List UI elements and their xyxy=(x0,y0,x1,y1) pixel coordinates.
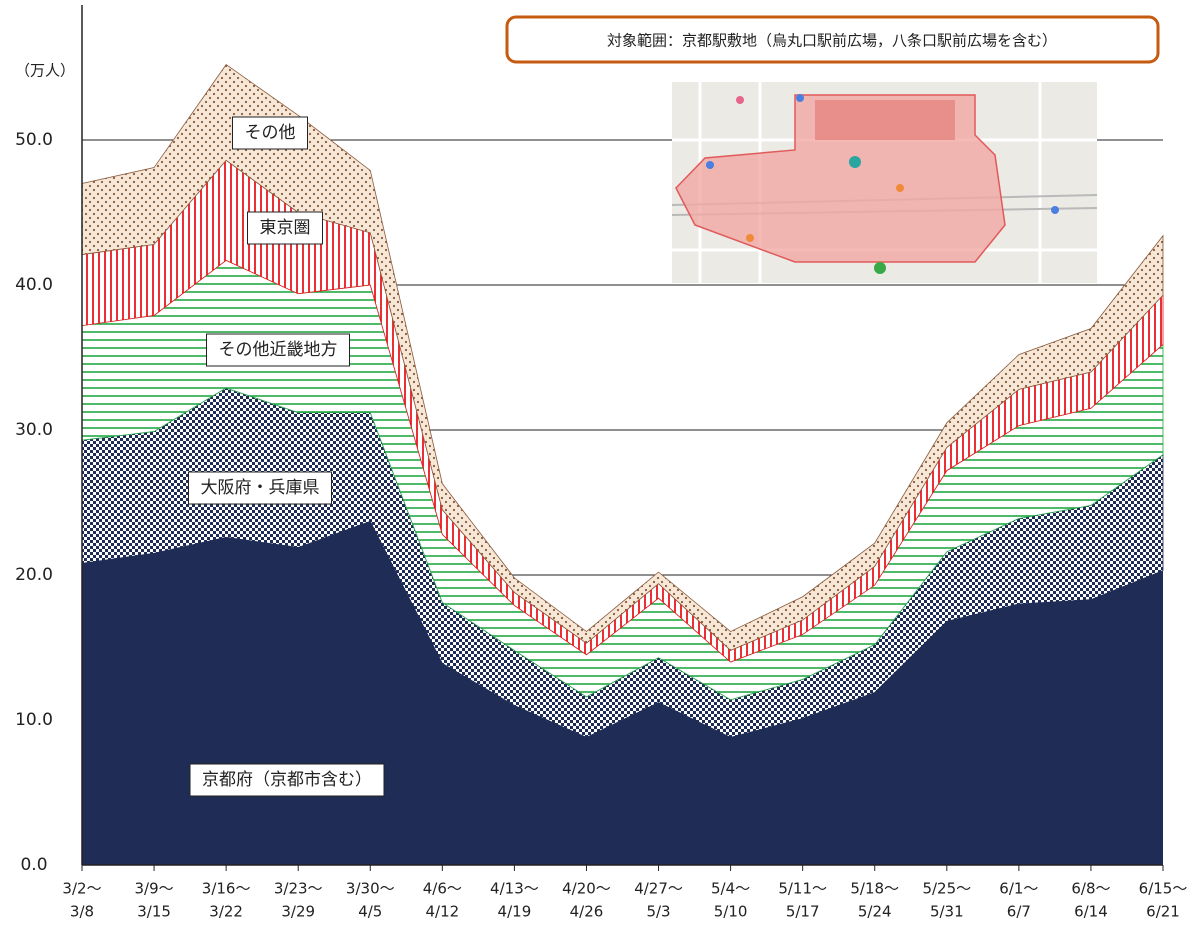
x-tick-label: 6/1～ xyxy=(999,880,1038,898)
x-tick-label: 3/16～ xyxy=(202,880,251,898)
x-tick-label: 4/26 xyxy=(570,903,604,921)
x-tick-label: 5/24 xyxy=(858,903,892,921)
annotation: 対象範囲：京都駅敷地（烏丸口駅前広場，八条口駅前広場を含む） xyxy=(607,32,1057,50)
y-tick-label: 10.0 xyxy=(15,710,53,730)
x-tick-label: 4/12 xyxy=(425,903,459,921)
x-tick-label: 5/11～ xyxy=(778,880,827,898)
x-tick-label: 5/31 xyxy=(930,903,964,921)
series-label: 東京圏 xyxy=(260,218,311,238)
x-tick-label: 6/14 xyxy=(1074,903,1108,921)
x-tick-label: 6/8～ xyxy=(1071,880,1110,898)
x-tick-label: 3/29 xyxy=(281,903,315,921)
series-label: その他近畿地方 xyxy=(219,340,338,360)
x-tick-label: 3/2～ xyxy=(62,880,101,898)
x-tick-label: 3/9～ xyxy=(134,880,173,898)
y-tick-label: 30.0 xyxy=(15,420,53,440)
x-tick-label: 4/13～ xyxy=(490,880,539,898)
y-unit: （万人） xyxy=(15,62,75,80)
x-tick-label: 4/27～ xyxy=(634,880,683,898)
y-tick-label: 20.0 xyxy=(15,565,53,585)
x-tick-label: 4/19 xyxy=(498,903,532,921)
x-tick-label: 3/23～ xyxy=(274,880,323,898)
x-tick-label: 5/25～ xyxy=(922,880,971,898)
series-label: その他 xyxy=(245,123,296,143)
x-tick-label: 6/21 xyxy=(1146,903,1180,921)
x-tick-label: 4/6～ xyxy=(423,880,462,898)
x-tick-label: 5/18～ xyxy=(850,880,899,898)
y-tick-label: 50.0 xyxy=(15,130,53,150)
series-label: 大阪府・兵庫県 xyxy=(201,478,320,498)
x-tick-label: 6/15～ xyxy=(1139,880,1188,898)
x-tick-label: 3/30～ xyxy=(346,880,395,898)
x-tick-label: 6/7 xyxy=(1007,903,1031,921)
x-tick-label: 5/4～ xyxy=(711,880,750,898)
y-tick-label: 0.0 xyxy=(20,855,47,875)
x-tick-label: 3/15 xyxy=(137,903,171,921)
x-tick-label: 3/8 xyxy=(70,903,94,921)
y-tick-label: 40.0 xyxy=(15,275,53,295)
page: {"chart_data": {"type": "stacked-area", … xyxy=(0,0,1204,930)
x-tick-label: 5/3 xyxy=(646,903,670,921)
x-tick-label: 4/5 xyxy=(358,903,382,921)
x-tick-label: 5/17 xyxy=(786,903,820,921)
map-image xyxy=(672,82,1097,283)
x-tick-label: 5/10 xyxy=(714,903,748,921)
x-tick-label: 4/20～ xyxy=(562,880,611,898)
series-label: 京都府（京都市含む） xyxy=(202,770,372,790)
x-tick-label: 3/22 xyxy=(209,903,243,921)
chart: （万人） 対象範囲：京都駅敷地（烏丸口駅前広場，八条口駅前広場を含む） 0.0 1… xyxy=(0,0,1204,930)
